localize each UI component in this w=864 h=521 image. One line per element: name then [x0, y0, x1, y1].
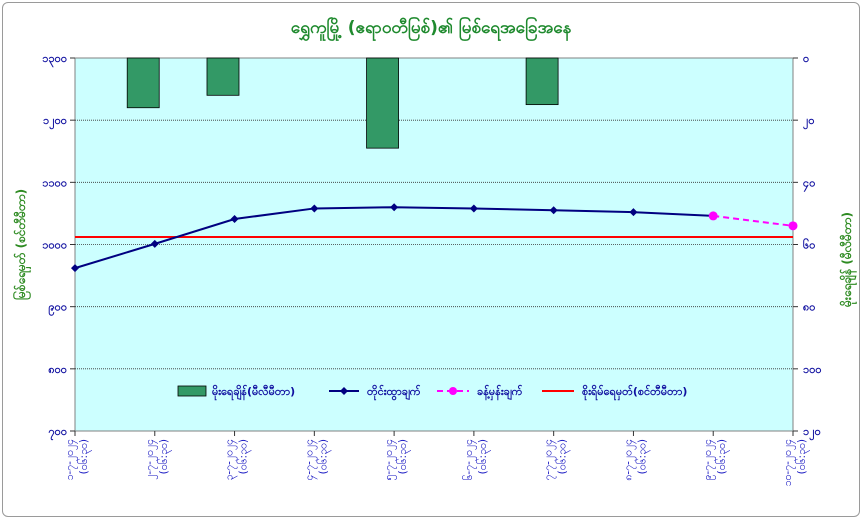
- forecast-point: [708, 211, 718, 221]
- x-tick-label-time: (၀၆:၃၀): [157, 439, 172, 474]
- x-tick-label-group: ၈-၇-၂၀၂၄ (၀၆:၃၀): [622, 439, 650, 481]
- y-left-tick-label: ၁၃၀၀: [42, 52, 67, 68]
- y-left-tick-label: ၉၀၀: [48, 301, 67, 317]
- x-tick-label-time: (၀၆:၃၀): [556, 439, 571, 474]
- x-tick-label-date: ၄-၇-၂၀၂၄: [303, 439, 317, 481]
- y-right-tick-label: ၂၀: [803, 114, 815, 130]
- x-axis-ticks: ၁-၇-၂၀၂၄ (၀၆:၃၀) ၂-၇-၂၀၂၄ (၀၆:၃၀) ၃-၇-၂၀၂၄ (၀…: [64, 431, 810, 486]
- x-tick-label-group: ၁-၇-၂၀၂၄ (၀၆:၃၀): [64, 439, 92, 481]
- observed-point: [310, 204, 319, 213]
- x-tick-label-date: ၉-၇-၂၀၂၄: [702, 439, 716, 481]
- legend-marker-observed: [340, 387, 348, 395]
- legend-label: မိုးရေချိန်(မီလီမီတာ): [212, 384, 295, 401]
- legend-marker-forecast: [449, 387, 457, 395]
- y-left-tick-label: ၈၀၀: [48, 363, 67, 376]
- legend: မိုးရေချိန်(မီလီမီတာ) တိုင်းထွာချက် ခန့်မှ…: [177, 384, 687, 401]
- rainfall-bar: [366, 57, 399, 149]
- x-tick-label-time: (၀၆:၃၀): [635, 439, 650, 474]
- legend-label: ခန့်မှန်းချက်: [477, 384, 523, 401]
- observed-point: [549, 206, 558, 215]
- x-tick-label-group: ၁၀-၇-၂၀၂၄ (၀၆:၃၀): [782, 439, 810, 486]
- x-tick-label-group: ၇-၇-၂၀၂၄ (၀၆:၃၀): [543, 439, 571, 481]
- x-tick-label-time: (၀၆:၃၀): [237, 439, 252, 474]
- y-right-tick-label: ၀: [803, 52, 809, 65]
- x-tick-label-date: ၁၀-၇-၂၀၂၄: [782, 439, 796, 486]
- forecast-line: [713, 214, 794, 227]
- y-right-tick-label: ၁၂၀: [803, 425, 821, 441]
- x-tick-label-time: (၀၆:၃၀): [795, 439, 810, 474]
- x-tick-label-time: (၀၆:၃၀): [396, 439, 411, 474]
- x-tick-label-group: ၂-၇-၂၀၂၄ (၀၆:၃၀): [144, 439, 172, 480]
- observed-point: [230, 215, 239, 224]
- x-tick-label-date: ၂-၇-၂၀၂၄: [144, 439, 158, 480]
- line-markers: [71, 203, 798, 273]
- x-tick-label-date: ၁-၇-၂၀၂၄: [64, 439, 78, 481]
- grid-lines: [75, 119, 793, 370]
- x-tick-label-group: ၆-၇-၂၀၂၄ (၀၆:၃၀): [462, 439, 491, 481]
- x-tick-label-date: ၇-၇-၂၀၂၄: [543, 439, 557, 481]
- y-left-tick-label: ၁၀၀၀: [42, 239, 67, 252]
- x-tick-label-date: ၅-၇-၂၀၂၄: [383, 439, 397, 481]
- chart-title: ရွှေကူမြို့ (ဧရာဝတီမြစ်)၏ မြစ်ရေအခြေအနေ: [291, 15, 572, 42]
- y-axis-right-label: မိုးရေချိန် (မီလီမီတာ): [838, 212, 858, 308]
- rainfall-bars: [126, 57, 559, 149]
- x-tick-label-date: ၈-၇-၂၀၂၄: [622, 439, 636, 481]
- observed-point: [390, 203, 399, 212]
- x-tick-label-group: ၅-၇-၂၀၂၄ (၀၆:၃၀): [383, 439, 411, 481]
- chart-svg: ရွှေကူမြို့ (ဧရာဝတီမြစ်)၏ မြစ်ရေအခြေအနေ …: [11, 15, 858, 486]
- y-right-tick-label: ၈၀: [803, 301, 815, 314]
- x-tick-label-group: ၄-၇-၂၀၂၄ (၀၆:၃၀): [303, 439, 331, 481]
- legend-label: တိုင်းထွာချက်: [367, 384, 421, 401]
- x-tick-label-date: ၃-၇-၂၀၂၄: [224, 439, 238, 481]
- legend-label: စိုးရိမ်ရေမှတ်(စင်တီမီတာ): [582, 384, 687, 401]
- x-tick-label-time: (၀၆:၃၀): [316, 439, 331, 474]
- x-tick-label-group: ၃-၇-၂၀၂၄ (၀၆:၃၀): [224, 439, 252, 481]
- forecast-point: [788, 221, 798, 231]
- x-tick-label-date: ၆-၇-၂၀၂၄: [462, 439, 477, 481]
- legend-swatch-rainfall: [177, 385, 207, 397]
- y-right-tick-label: ၁၀၀: [803, 363, 822, 376]
- rainfall-bar: [525, 57, 559, 106]
- x-tick-label-time: (၀၆:၃၀): [715, 439, 730, 474]
- x-tick-label-time: (၀၆:၃၀): [77, 439, 92, 474]
- y-left-tick-label: ၁၁၀၀: [42, 176, 67, 189]
- y-right-tick-label: ၄၀: [803, 176, 815, 192]
- y-right-tick-label: ၆၀: [803, 239, 815, 252]
- observed-point: [629, 208, 638, 217]
- rainfall-bar: [126, 57, 160, 109]
- y-left-tick-label: ၇၀၀: [48, 425, 67, 441]
- observed-point: [71, 264, 79, 273]
- y-left-tick-label: ၁၂၀၀: [43, 114, 67, 130]
- y-axis-left-label: မြစ်ရေမှတ် (စင်တီမီတာ): [11, 189, 32, 300]
- observed-point: [150, 239, 159, 248]
- rainfall-bar: [206, 57, 240, 96]
- x-tick-label-time: (၀၆:၃၀): [476, 439, 491, 474]
- observed-point: [469, 204, 478, 213]
- x-tick-label-group: ၉-၇-၂၀၂၄ (၀၆:၃၀): [702, 439, 730, 481]
